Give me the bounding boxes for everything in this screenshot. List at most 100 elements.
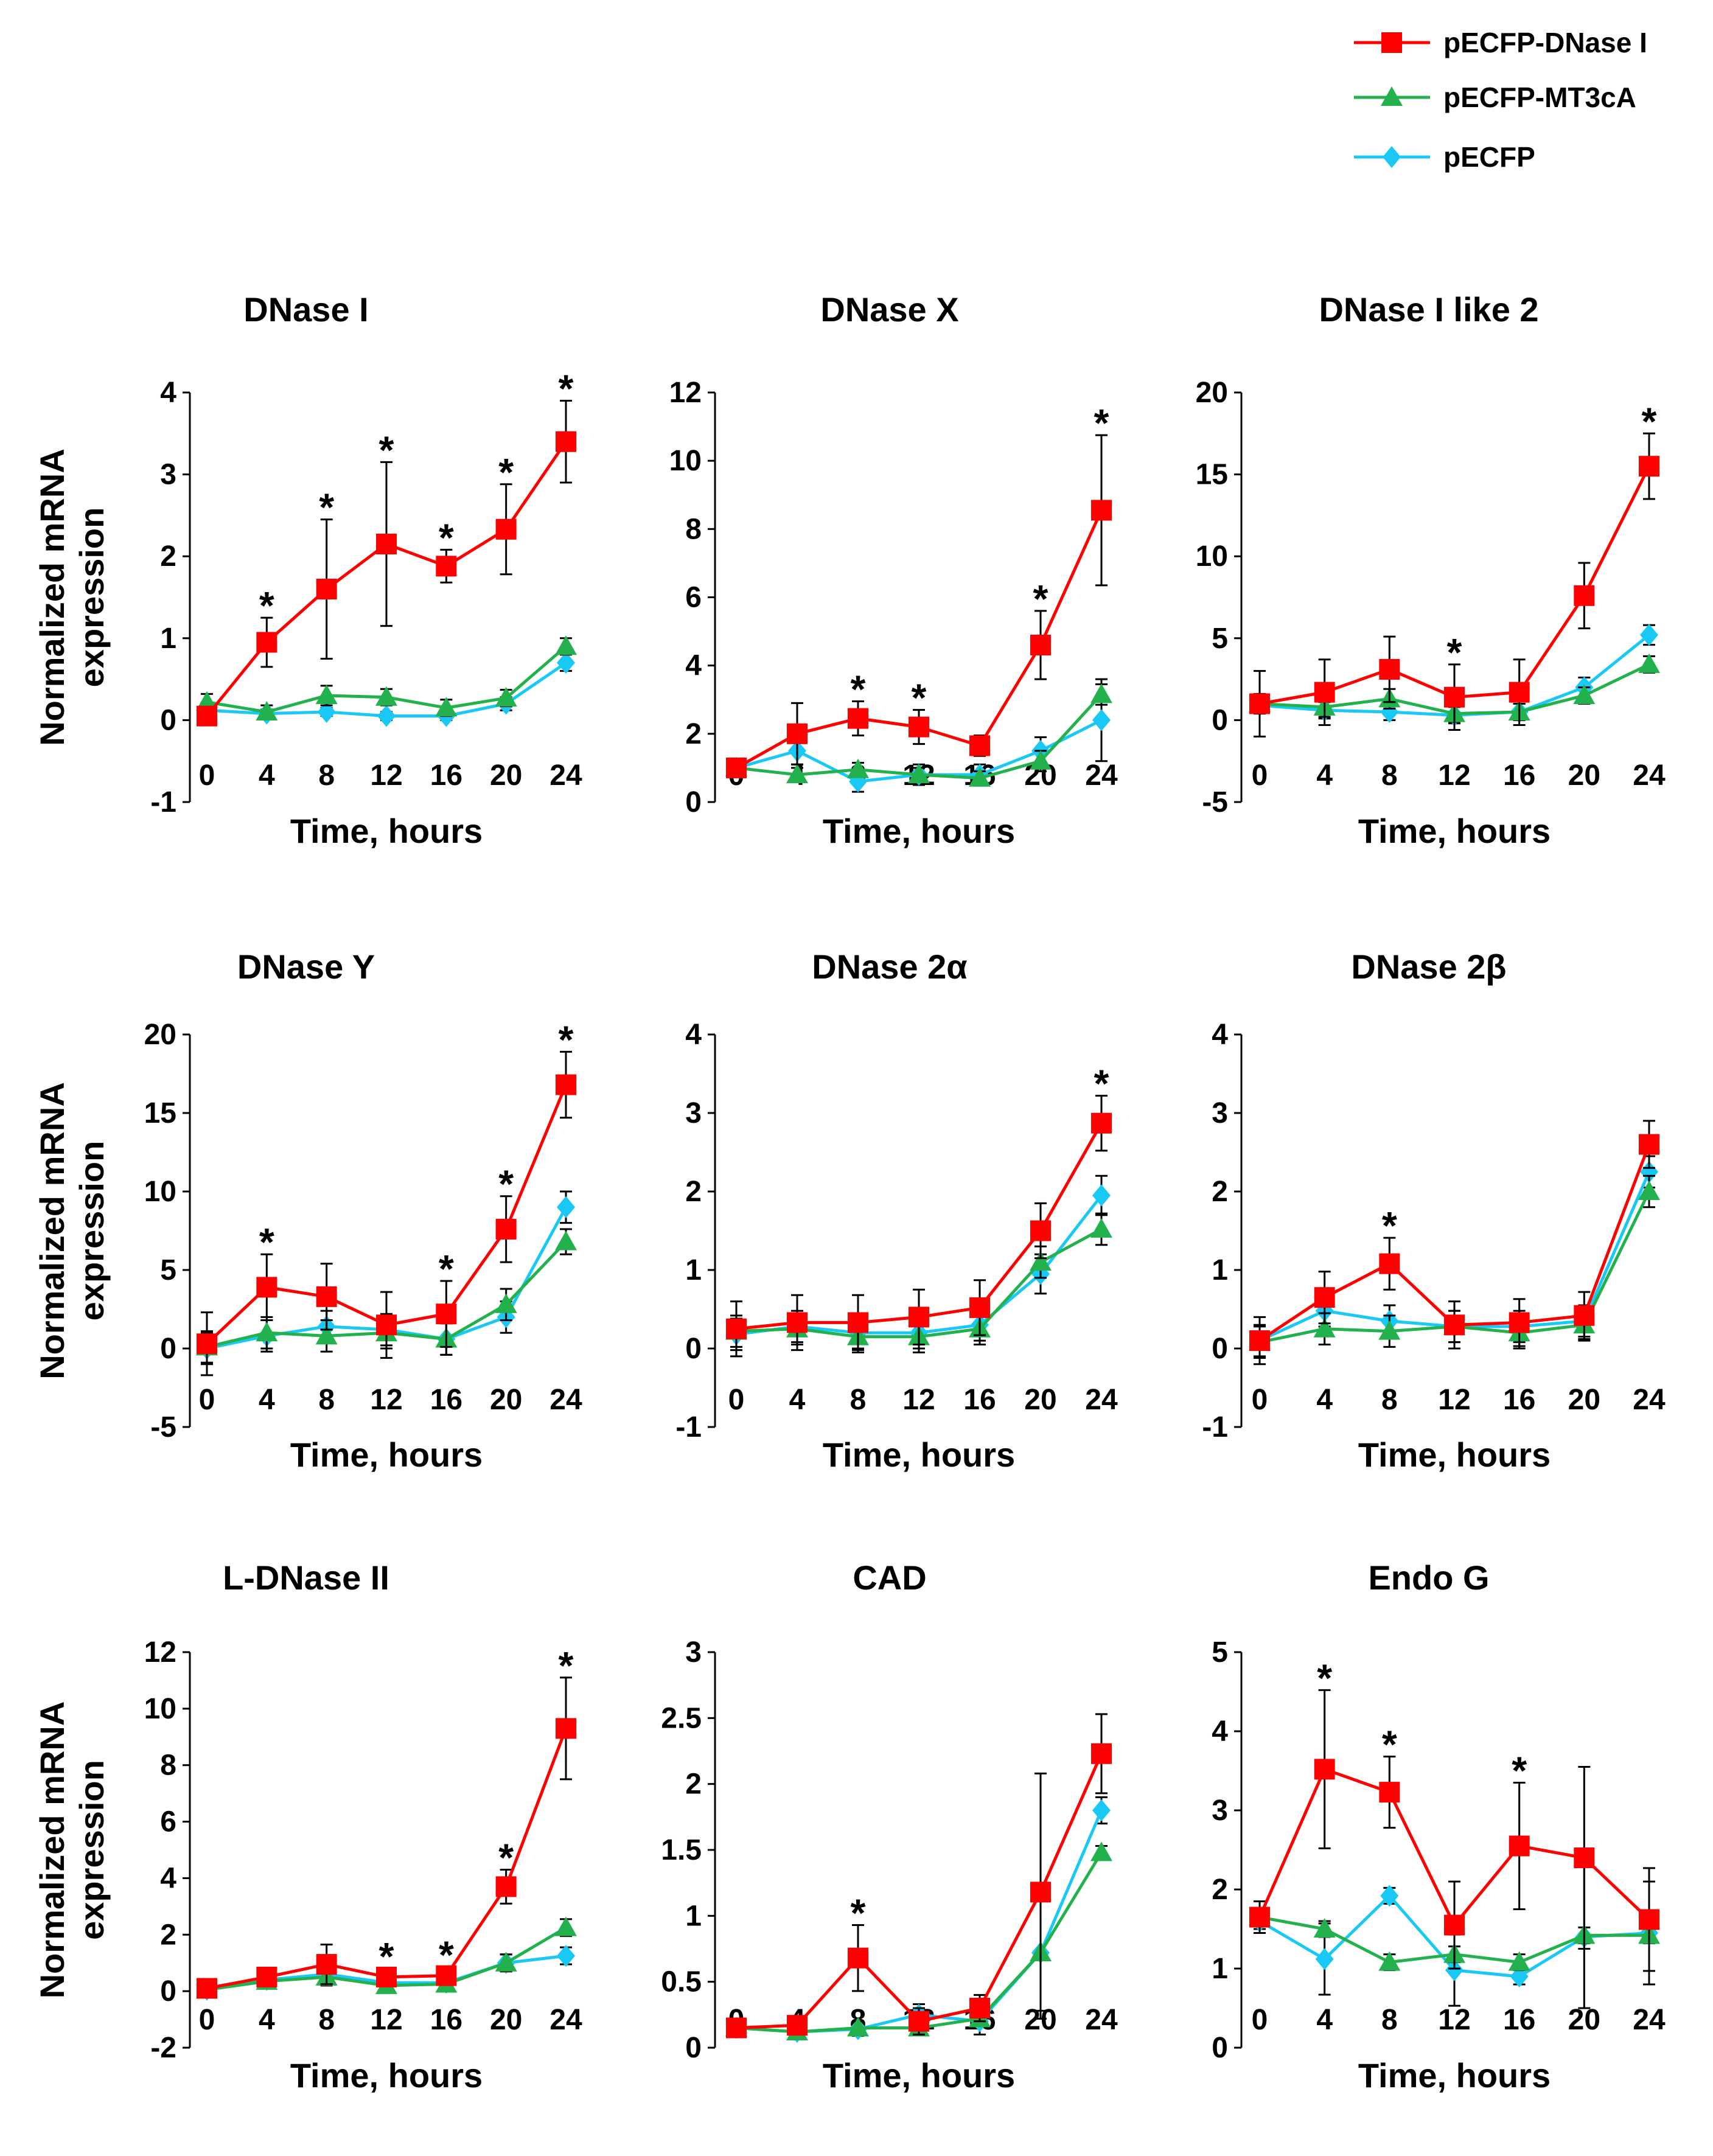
data-point [317, 700, 336, 723]
data-point [1090, 1218, 1112, 1238]
y-tick-label: 0 [160, 1333, 176, 1365]
data-point [847, 758, 869, 778]
y-axis-label-line: Normalized mRNA [33, 448, 71, 746]
data-point [256, 1966, 277, 1987]
x-tick-label: 8 [1381, 2004, 1398, 2036]
x-axis-label: Time, hours [823, 812, 1015, 850]
legend-marker-square [1381, 32, 1402, 53]
data-point [1574, 1847, 1595, 1868]
data-point [1378, 1320, 1401, 1340]
y-axis-label: Normalized mRNA expression [33, 1701, 111, 1999]
data-point [495, 1876, 517, 1897]
data-point [1030, 1220, 1051, 1241]
y-tick-label: 0 [1212, 2032, 1228, 2064]
data-point [556, 1718, 576, 1739]
data-point [495, 518, 517, 540]
x-tick-label: 24 [1085, 1384, 1118, 1416]
y-tick-label: 15 [144, 1097, 176, 1129]
significance-star: * [498, 1836, 514, 1880]
x-tick-label: 8 [1381, 1384, 1398, 1416]
significance-star: * [439, 1933, 454, 1977]
data-point [495, 687, 517, 707]
y-tick-label: 4 [160, 377, 176, 409]
x-tick-label: 16 [430, 759, 462, 792]
y-tick-label: 4 [685, 650, 702, 682]
data-point [1313, 1918, 1336, 1938]
chart-title: DNase I [243, 290, 368, 329]
series-pecfp-dnase-i [726, 434, 1112, 778]
y-tick-label: 1 [1212, 1254, 1228, 1286]
data-point [1313, 1317, 1336, 1338]
data-point [1378, 1951, 1401, 1971]
x-axis-label: Time, hours [823, 1436, 1015, 1474]
y-tick-label: 2 [1212, 1874, 1228, 1906]
y-tick-label: -1 [1202, 1411, 1228, 1443]
y-tick-label: 0 [685, 1333, 702, 1365]
data-point [909, 716, 929, 738]
x-tick-label: 24 [1085, 2004, 1118, 2036]
data-point [1574, 1305, 1595, 1326]
x-tick-label: 8 [850, 1384, 867, 1416]
data-point [1444, 1314, 1465, 1336]
data-point [1314, 1287, 1335, 1308]
chart-title: DNase I like 2 [1319, 290, 1538, 329]
x-tick-label: 20 [1568, 759, 1600, 792]
data-point [436, 556, 457, 577]
data-point [1640, 1160, 1658, 1183]
x-tick-label: 24 [1085, 759, 1118, 792]
data-point [316, 579, 337, 600]
x-tick-label: 0 [199, 1384, 215, 1416]
significance-star: * [559, 1017, 574, 1061]
data-point [315, 685, 338, 705]
y-tick-label: 0 [1212, 704, 1228, 736]
data-point [376, 1314, 397, 1336]
data-point [848, 708, 868, 729]
x-tick-label: 16 [1503, 2004, 1535, 2036]
x-tick-label: 16 [1503, 759, 1535, 792]
data-point [1092, 1184, 1111, 1207]
data-point [1315, 1948, 1334, 1970]
legend-label: pECFP [1443, 141, 1535, 173]
data-point [908, 764, 930, 784]
x-tick-label: 12 [370, 759, 402, 792]
x-tick-label: 8 [318, 759, 335, 792]
x-axis-label: Time, hours [1358, 1436, 1551, 1474]
x-tick-label: 20 [1568, 2004, 1600, 2036]
x-tick-label: 12 [370, 2004, 402, 2036]
data-point [1314, 682, 1335, 703]
y-tick-label: 1.5 [661, 1834, 702, 1866]
data-point [1030, 1251, 1052, 1271]
data-point [1638, 653, 1660, 673]
significance-star: * [259, 584, 274, 627]
y-tick-label: -5 [150, 1411, 176, 1443]
x-tick-label: 20 [490, 759, 522, 792]
y-tick-label: 2 [160, 540, 176, 573]
y-tick-label: 0 [160, 1975, 176, 2008]
data-point [969, 767, 991, 787]
y-tick-label: -1 [150, 786, 176, 818]
significance-star: * [1512, 1749, 1527, 1793]
legend-marker-diamond [1383, 146, 1401, 168]
x-tick-label: 20 [1024, 1384, 1056, 1416]
x-tick-label: 4 [789, 1384, 806, 1416]
x-tick-label: 0 [199, 2004, 215, 2036]
legend-entry: pECFP-MT3cA [1354, 82, 1636, 113]
x-axis-label: Time, hours [823, 2056, 1015, 2095]
data-point [1030, 750, 1052, 770]
data-point [1379, 658, 1400, 680]
x-tick-label: 12 [1438, 1384, 1470, 1416]
data-point [1508, 1951, 1530, 1971]
x-tick-label: 24 [1633, 1384, 1666, 1416]
y-tick-label: 0 [685, 786, 702, 818]
series-pecfp-dnase-i [1249, 1120, 1659, 1366]
y-axis-label: Normalized mRNA expression [33, 448, 111, 746]
data-point [1249, 1330, 1270, 1352]
y-tick-label: 15 [1196, 459, 1228, 491]
data-point [436, 1965, 457, 1986]
y-axis-label-line: Normalized mRNA [33, 1701, 71, 1999]
legend-label: pECFP-DNase I [1443, 27, 1647, 58]
y-tick-label: -2 [150, 2032, 176, 2064]
significance-star: * [379, 428, 394, 472]
